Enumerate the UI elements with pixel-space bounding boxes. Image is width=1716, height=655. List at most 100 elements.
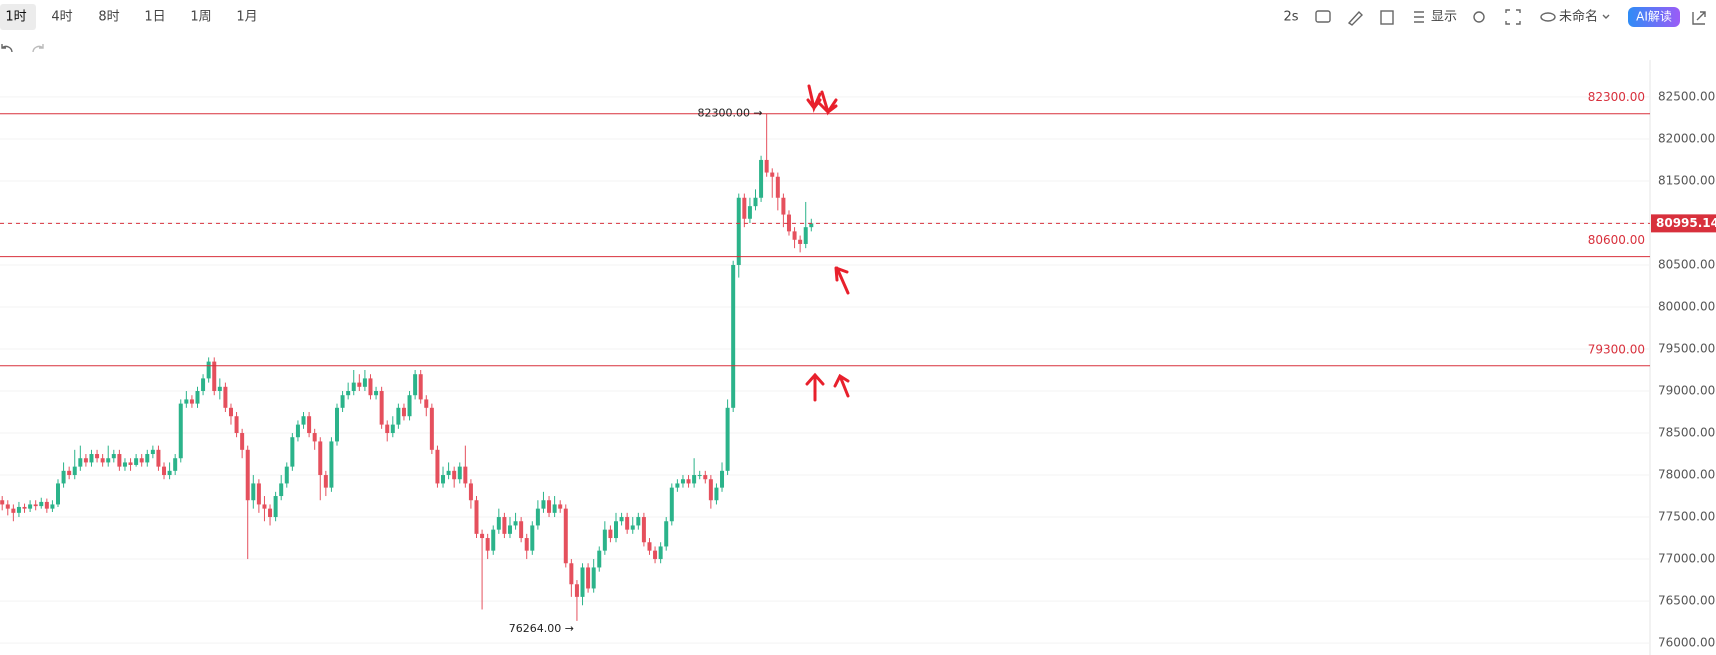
candle-body — [736, 197, 741, 265]
candle-body — [284, 466, 289, 484]
candle-body — [128, 462, 133, 465]
candle-body — [720, 470, 725, 488]
price-level-label: 82300.00 — [1588, 90, 1645, 104]
candle-body — [619, 517, 624, 522]
candle-body — [418, 374, 423, 400]
candle-body — [156, 449, 161, 467]
candle-body — [11, 508, 16, 513]
candle-body — [67, 470, 72, 476]
camera-icon[interactable] — [1315, 10, 1331, 23]
ai-button[interactable]: AI解读 — [1636, 10, 1672, 24]
candle-body — [111, 454, 116, 459]
interval-button[interactable]: 1日 — [144, 10, 165, 25]
candle-body — [614, 521, 618, 539]
candle-body — [558, 504, 563, 509]
candle-body — [206, 361, 211, 379]
candle-body — [692, 475, 697, 484]
candle-body — [424, 399, 429, 408]
candle-body — [586, 567, 591, 589]
y-tick-label: 76500.00 — [1658, 594, 1715, 608]
candle-body — [262, 504, 267, 509]
candle-body — [496, 517, 501, 530]
candle-body — [240, 433, 245, 450]
candle-body — [379, 391, 384, 425]
candle-body — [686, 479, 691, 484]
candle-body — [83, 458, 88, 463]
candle-body — [669, 487, 674, 522]
candle-body — [608, 529, 613, 539]
candle-body — [234, 416, 239, 434]
plot: 76000.00 76500.00 77000.00 77500.00 78000.00… — [0, 89, 1716, 650]
candle-body — [212, 361, 217, 392]
candle-body — [798, 239, 803, 244]
share-icon[interactable] — [1692, 11, 1706, 25]
y-tick-label: 76000.00 — [1658, 636, 1715, 650]
fullscreen-icon[interactable] — [1505, 9, 1521, 25]
candle-body — [39, 501, 44, 507]
candle-body — [463, 466, 468, 484]
up-arrow — [834, 266, 850, 295]
up-arrow — [805, 372, 825, 402]
candle-body — [335, 407, 339, 442]
candle-body — [468, 483, 473, 501]
candle-body — [150, 449, 155, 455]
undo-icon[interactable] — [1, 44, 13, 53]
candle-body — [44, 501, 49, 509]
candle-body — [446, 470, 451, 476]
settings-icon[interactable] — [1473, 11, 1485, 23]
candle-body — [474, 500, 479, 534]
display-icon[interactable] — [1414, 11, 1424, 23]
pen-icon[interactable] — [1347, 10, 1363, 26]
layout-name[interactable]: 未命名 — [1559, 9, 1598, 25]
candle-body — [407, 395, 412, 417]
y-tick-label: 79000.00 — [1658, 384, 1715, 398]
candle-body — [480, 533, 485, 539]
candle-body — [95, 454, 100, 459]
candle-body — [552, 504, 557, 513]
candle-body — [167, 470, 172, 476]
candle-body — [764, 159, 769, 173]
candle-body — [217, 386, 222, 392]
candle-body — [580, 567, 585, 597]
candle-body — [781, 197, 786, 215]
candle-body — [647, 542, 652, 551]
candle-body — [636, 517, 641, 526]
candle-body — [22, 506, 27, 509]
dropdown-caret[interactable] — [1602, 14, 1610, 19]
candle-body — [742, 197, 747, 219]
candle-body — [374, 391, 379, 396]
candle-body — [56, 483, 60, 505]
display-button[interactable]: 显示 — [1431, 10, 1457, 25]
candle-body — [664, 521, 669, 547]
interval-button[interactable]: 8时 — [98, 10, 119, 25]
interval-button[interactable]: 4时 — [51, 10, 72, 25]
candle-body — [33, 504, 38, 507]
interval-button[interactable]: 1时 — [5, 10, 26, 25]
candle-body — [89, 454, 94, 463]
redo-icon[interactable] — [32, 44, 44, 53]
current-price-label: 80995.14 — [1656, 216, 1716, 230]
interval-button[interactable]: 1月 — [236, 10, 257, 25]
candle-body — [279, 483, 284, 497]
candle-body — [502, 517, 507, 534]
candle-body — [251, 483, 256, 501]
selected-interval-bg — [0, 4, 36, 30]
price-level-label: 80600.00 — [1588, 233, 1645, 247]
candle-body — [602, 529, 607, 551]
refresh-rate[interactable]: 2s — [1283, 10, 1298, 25]
candle-body — [530, 525, 535, 551]
y-tick-label: 80500.00 — [1658, 257, 1715, 271]
candle-body — [351, 382, 356, 392]
candle-body — [625, 517, 630, 530]
y-tick-label: 77500.00 — [1658, 510, 1715, 524]
candle-body — [346, 391, 351, 396]
candle-body — [301, 416, 306, 425]
layout-icon[interactable] — [1380, 10, 1394, 25]
candle-body — [703, 475, 708, 480]
candle-body — [485, 538, 490, 551]
ai-button-bg[interactable] — [1628, 7, 1680, 27]
interval-button[interactable]: 1周 — [190, 10, 211, 25]
cloud-icon[interactable] — [1540, 12, 1556, 22]
candle-body — [786, 214, 791, 232]
